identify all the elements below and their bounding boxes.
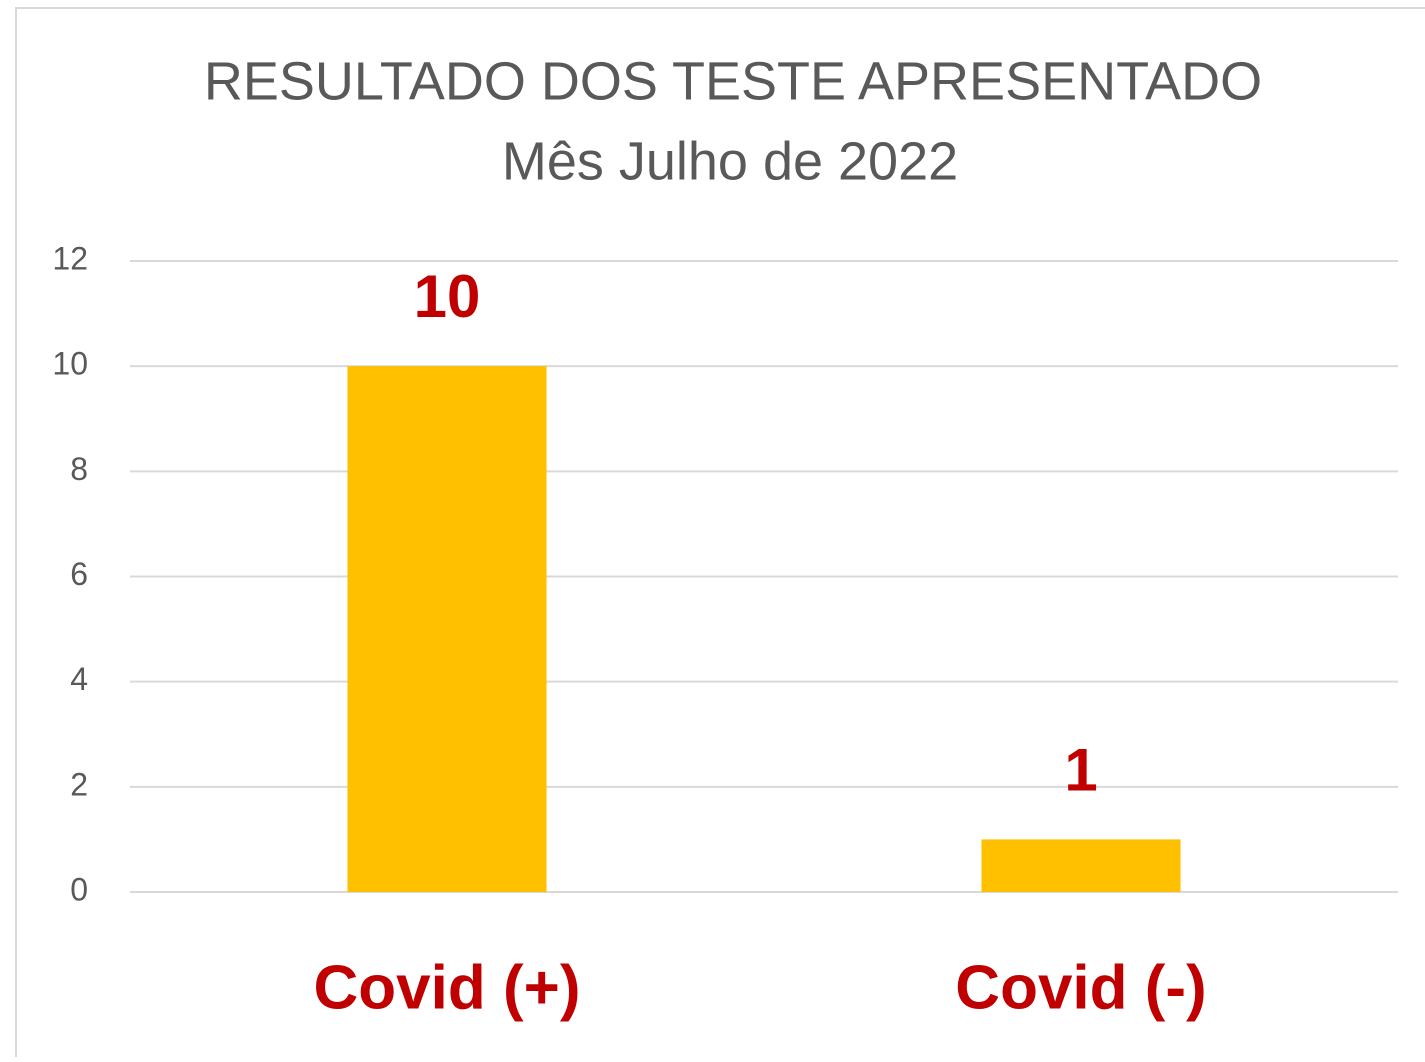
bar <box>981 839 1181 892</box>
y-tick-label: 0 <box>70 871 88 907</box>
chart-subtitle: Mês Julho de 2022 <box>502 131 958 191</box>
data-label: 1 <box>1064 736 1097 803</box>
y-tick-label: 10 <box>52 346 88 382</box>
y-tick-label: 12 <box>52 240 88 276</box>
data-label: 10 <box>414 263 481 330</box>
y-tick-label: 8 <box>70 451 88 487</box>
y-tick-label: 6 <box>70 556 88 592</box>
x-tick-label: Covid (-) <box>955 953 1206 1022</box>
y-tick-label: 2 <box>70 766 88 802</box>
chart-title: RESULTADO DOS TESTE APRESENTADO <box>204 51 1262 111</box>
x-tick-label: Covid (+) <box>314 953 581 1022</box>
bar <box>347 366 547 893</box>
chart-frame <box>15 7 1425 1062</box>
y-tick-label: 4 <box>70 661 88 697</box>
